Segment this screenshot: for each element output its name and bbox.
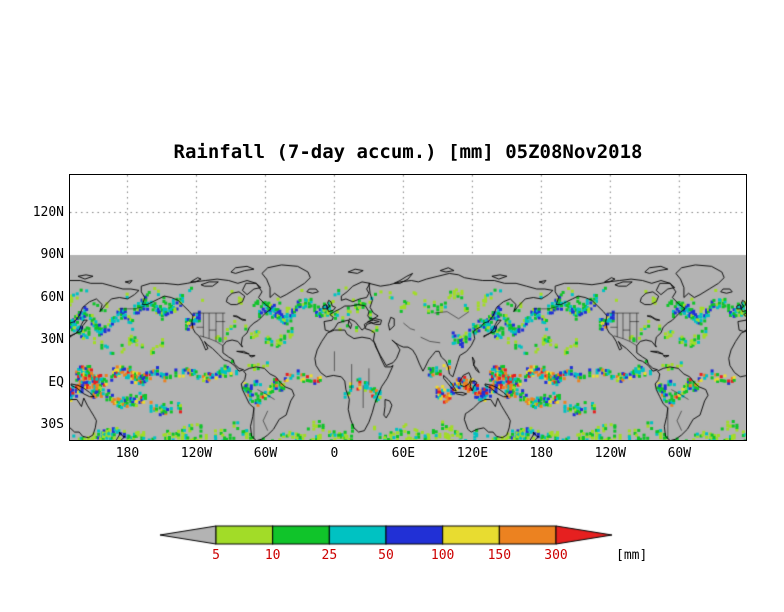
colorbar-level-label: 150	[487, 548, 512, 563]
y-axis-tick-label: EQ	[48, 374, 64, 390]
y-axis-tick-label: 30S	[40, 417, 64, 432]
colorbar-level-label: 5	[212, 548, 220, 563]
colorbar-level-label: 100	[430, 548, 455, 563]
x-axis-tick-label: 0	[330, 446, 339, 461]
colorbar-level-label: 50	[378, 548, 394, 563]
x-axis-tick-label: 60E	[391, 446, 416, 461]
colorbar	[150, 520, 640, 550]
world-map-canvas	[69, 174, 747, 441]
x-axis-tick-label: 180	[115, 446, 140, 461]
plot-title: Rainfall (7-day accum.) [mm] 05Z08Nov201…	[173, 141, 643, 163]
x-axis-tick-label: 120W	[180, 446, 213, 461]
y-axis-tick-label: 90N	[40, 247, 64, 262]
x-axis-tick-label: 180	[529, 446, 554, 461]
x-axis-tick-label: 120E	[456, 446, 489, 461]
x-axis-tick-label: 60W	[253, 446, 278, 461]
x-axis-tick-label: 60W	[667, 446, 692, 461]
y-axis-tick-label: 60N	[40, 289, 64, 305]
colorbar-unit-label: [mm]	[616, 548, 648, 563]
colorbar-level-label: 25	[321, 548, 338, 563]
y-axis-tick-label: 30N	[40, 332, 64, 347]
x-axis-tick-label: 120W	[594, 446, 626, 461]
colorbar-level-label: 10	[264, 548, 281, 563]
colorbar-level-label: 300	[544, 548, 568, 563]
y-axis-tick-label: 120N	[32, 204, 64, 220]
